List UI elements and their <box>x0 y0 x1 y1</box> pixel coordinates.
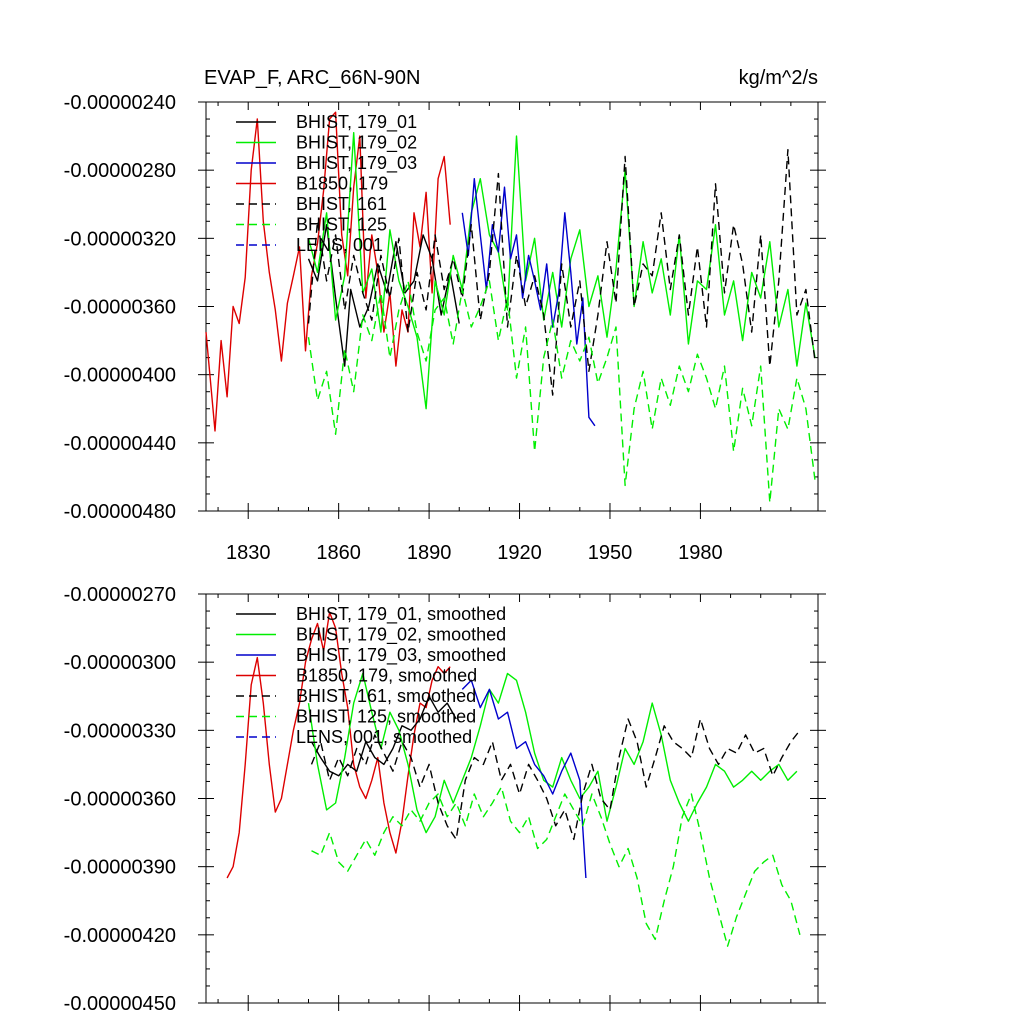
legend-label: BHIST, 125 <box>296 215 387 235</box>
top-panel: 1830 1860 1890 1920 1950 1980 -0.00000240 -0.00… <box>64 67 826 564</box>
x-tick-label: 1920 <box>497 542 542 564</box>
x-tick-label: 1830 <box>226 542 271 564</box>
x-tick-label: 1860 <box>316 542 361 564</box>
y-tick-label: -0.00000400 <box>64 365 176 387</box>
y-tick-label: -0.00000360 <box>64 297 176 319</box>
series-line-bhist-179-01-smoothed <box>310 695 457 777</box>
series-line-bhist-179-02-smoothed <box>307 672 798 834</box>
legend-label: BHIST, 161, smoothed <box>296 686 476 706</box>
units-label: kg/m^2/s <box>739 67 818 89</box>
legend-label: BHIST, 179_01, smoothed <box>296 604 506 625</box>
series-line-bhist-161-smoothed <box>310 718 801 841</box>
chart-title: EVAP_F, ARC_66N-90N <box>204 67 420 89</box>
series-line-bhist-125 <box>307 280 816 504</box>
series-line-bhist-161 <box>307 148 816 396</box>
bottom-panel: -0.00000270 -0.00000300 -0.00000330 -0.0000… <box>64 584 826 1015</box>
x-tick-label: 1980 <box>678 542 723 564</box>
series-line-bhist-179-01 <box>307 223 460 367</box>
y-tick-label: -0.00000420 <box>64 925 176 947</box>
legend-label: BHIST, 179_03, smoothed <box>296 645 506 666</box>
legend-label: B1850, 179 <box>296 174 388 194</box>
y-tick-label: -0.00000320 <box>64 228 176 250</box>
y-tick-label: -0.00000390 <box>64 857 176 879</box>
y-tick-label: -0.00000280 <box>64 160 176 182</box>
series-line-bhist-179-03-smoothed <box>461 679 587 879</box>
series-line-bhist-125-smoothed <box>311 786 801 947</box>
legend-label: BHIST, 125, smoothed <box>296 707 476 727</box>
legend-label: LENS, 001, smoothed <box>296 727 472 747</box>
series-line-b1850-179-smoothed <box>226 611 451 879</box>
legend-label: BHIST, 179_02 <box>296 133 417 154</box>
series-line-b1850-179 <box>205 111 451 432</box>
x-tick-label: 1890 <box>407 542 452 564</box>
legend-label: BHIST, 179_01 <box>296 112 417 133</box>
series-line-bhist-179-02 <box>307 131 816 410</box>
y-tick-label: -0.00000440 <box>64 433 176 455</box>
series-line-bhist-179-03 <box>461 177 596 427</box>
y-tick-label: -0.00000240 <box>64 92 176 114</box>
legend-label: LENS, 001 <box>296 235 383 255</box>
x-tick-label: 1950 <box>588 542 633 564</box>
legend-label: BHIST, 179_02, smoothed <box>296 625 506 646</box>
y-tick-label: -0.00000300 <box>64 652 176 674</box>
legend-label: B1850, 179, smoothed <box>296 666 477 686</box>
y-tick-label: -0.00000450 <box>64 993 176 1015</box>
y-tick-label: -0.00000330 <box>64 720 176 742</box>
y-tick-label: -0.00000360 <box>64 789 176 811</box>
y-tick-label: -0.00000480 <box>64 501 176 523</box>
legend-label: BHIST, 179_03 <box>296 153 417 174</box>
y-tick-label: -0.00000270 <box>64 584 176 606</box>
legend-label: BHIST, 161 <box>296 194 387 214</box>
